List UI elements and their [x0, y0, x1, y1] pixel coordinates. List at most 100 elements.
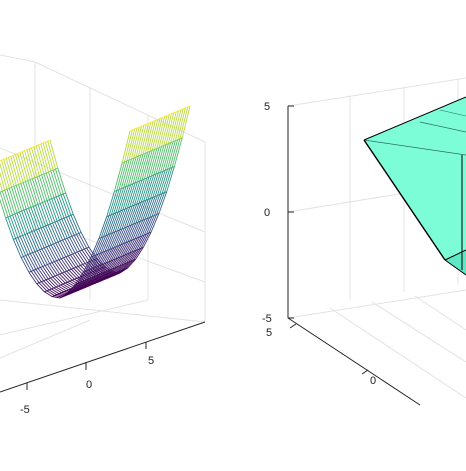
- mesh-line: [137, 179, 145, 204]
- mesh-line: [149, 149, 157, 178]
- mesh-line: [126, 158, 134, 187]
- mesh-line: [60, 219, 62, 220]
- mesh-line: [47, 246, 49, 247]
- mesh-line: [151, 148, 159, 177]
- mesh-line: [87, 262, 89, 263]
- mesh-line: [48, 140, 50, 141]
- mesh-line: [51, 289, 59, 294]
- mesh-line: [66, 216, 68, 217]
- mesh-line: [94, 259, 96, 260]
- mesh-line: [107, 191, 115, 216]
- mesh-line: [134, 126, 142, 158]
- mesh-line: [83, 264, 85, 265]
- mesh-line: [52, 262, 54, 263]
- right-y-axis-line: [288, 318, 420, 405]
- mesh-line: [148, 174, 156, 199]
- mesh-line: [92, 260, 94, 261]
- mesh-line: [36, 229, 38, 230]
- mesh-line: [65, 283, 73, 288]
- mesh-line: [84, 275, 86, 276]
- right-z-tick-label: -5: [262, 313, 272, 325]
- mesh-line: [9, 156, 11, 157]
- mesh-line: [65, 282, 67, 283]
- mesh-line: [132, 181, 140, 206]
- polyhedron-face: [364, 97, 466, 260]
- mesh-line: [58, 286, 66, 291]
- mesh-line: [50, 223, 52, 224]
- mesh-line: [65, 238, 67, 239]
- mesh-line: [153, 172, 161, 197]
- mesh-line: [163, 143, 171, 172]
- mesh-line: [50, 263, 52, 264]
- mesh-line: [49, 171, 51, 172]
- right-grid-line: [415, 296, 466, 330]
- mesh-line: [45, 265, 47, 266]
- mesh-line: [70, 236, 72, 237]
- mesh-line: [114, 189, 122, 214]
- mesh-line: [28, 254, 30, 255]
- mesh-line: [40, 203, 42, 204]
- mesh-line: [159, 192, 167, 214]
- mesh-line: [122, 207, 130, 229]
- mesh-line: [64, 217, 66, 218]
- mesh-line: [13, 154, 15, 155]
- mesh-line: [150, 196, 158, 218]
- mesh-line: [48, 278, 50, 279]
- mesh-line: [23, 235, 25, 236]
- mesh-line: [175, 109, 183, 141]
- mesh-line: [129, 128, 137, 160]
- mesh-line: [54, 287, 56, 288]
- mesh-line: [134, 180, 142, 205]
- mesh-line: [44, 280, 46, 281]
- mesh-line: [81, 264, 83, 265]
- mesh-line: [55, 295, 57, 296]
- mesh-line: [59, 259, 61, 260]
- mesh-line: [57, 220, 59, 221]
- mesh-line: [54, 288, 62, 293]
- mesh-line: [49, 199, 51, 200]
- right-y-tick: [362, 370, 368, 374]
- mesh-line: [40, 249, 42, 250]
- mesh-line: [167, 166, 175, 191]
- mesh-line: [136, 125, 144, 157]
- mesh-line: [80, 250, 82, 251]
- mesh-line: [20, 152, 22, 153]
- mesh-line: [69, 215, 71, 216]
- mesh-line: [39, 144, 41, 145]
- mesh-line: [73, 253, 75, 254]
- mesh-line: [20, 236, 22, 237]
- mesh-line: [26, 255, 28, 256]
- mesh-line: [53, 169, 55, 170]
- right-y-tick-label: 5: [266, 327, 272, 339]
- right-grid-line: [288, 78, 466, 106]
- mesh-line: [57, 274, 59, 275]
- mesh-line: [142, 151, 150, 180]
- mesh-line: [5, 189, 7, 190]
- mesh-line: [154, 194, 162, 216]
- mesh-line: [44, 173, 46, 174]
- mesh-line: [13, 214, 15, 215]
- mesh-line: [9, 187, 11, 188]
- mesh-line: [151, 173, 159, 198]
- mesh-line: [43, 226, 45, 227]
- mesh-line: [54, 197, 56, 198]
- mesh-line: [56, 196, 58, 197]
- mesh-line: [63, 284, 71, 289]
- mesh-line: [25, 150, 27, 151]
- mesh-line: [132, 127, 140, 159]
- mesh-line: [77, 277, 79, 278]
- mesh-line: [160, 169, 168, 194]
- right-y-tick-label: 0: [370, 375, 376, 387]
- mesh-line: [49, 245, 51, 246]
- mesh-line: [170, 140, 178, 169]
- mesh-line: [47, 200, 49, 201]
- mesh-line: [135, 154, 143, 183]
- mesh-line: [44, 292, 52, 297]
- mesh-line: [70, 254, 72, 255]
- mesh-line: [34, 146, 36, 147]
- mesh-line: [155, 118, 163, 150]
- mesh-line: [122, 131, 130, 163]
- mesh-line: [166, 113, 174, 145]
- mesh-line: [85, 263, 87, 264]
